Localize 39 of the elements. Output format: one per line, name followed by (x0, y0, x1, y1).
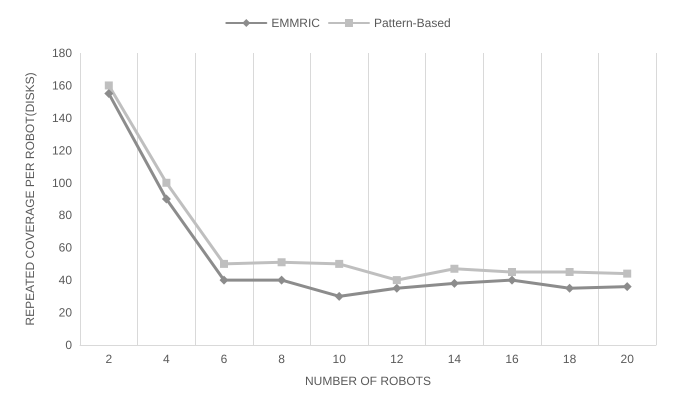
point (162, 194, 171, 204)
x-tick-label: 4 (163, 352, 170, 366)
y-tick-label: 0 (65, 338, 72, 352)
point (220, 260, 228, 268)
x-tick-label: 20 (620, 352, 634, 366)
point (334, 292, 344, 301)
point (220, 276, 228, 285)
x-tick-label: 12 (390, 352, 404, 366)
y-tick-label: 140 (52, 110, 72, 125)
point (392, 276, 401, 284)
point (623, 270, 632, 278)
point (104, 89, 114, 98)
x-tick-label: 14 (448, 352, 462, 366)
point (278, 258, 286, 266)
y-tick-label: 20 (58, 306, 72, 320)
y-axis-title: REPEATED COVERAGE PER ROBOT(DISKS) (23, 72, 37, 326)
x-tick-label: 18 (562, 352, 577, 366)
point (335, 260, 344, 268)
y-tick-label: 120 (52, 143, 72, 158)
point (508, 268, 516, 276)
point (104, 81, 113, 90)
x-tick-label: 8 (278, 352, 286, 366)
x-tick-label: 2 (105, 352, 112, 366)
point (508, 276, 516, 285)
y-tick-label: 180 (52, 46, 72, 60)
point (450, 264, 458, 273)
x-axis-title: NUMBER OF ROBOTS (304, 374, 432, 388)
x-tick-label: 10 (332, 352, 346, 366)
y-tick-label: 80 (58, 208, 72, 222)
y-tick-label: 40 (58, 273, 72, 288)
legend-label: Pattern-Based (374, 16, 451, 30)
x-tick-label: 16 (505, 352, 519, 366)
y-tick-label: 100 (52, 176, 72, 190)
y-tick-label: 160 (52, 78, 72, 92)
x-tick-label: 6 (220, 352, 228, 366)
point (566, 268, 574, 276)
point (162, 178, 170, 187)
legend-label: EMMRIC (271, 16, 320, 30)
y-tick-label: 60 (58, 240, 72, 255)
